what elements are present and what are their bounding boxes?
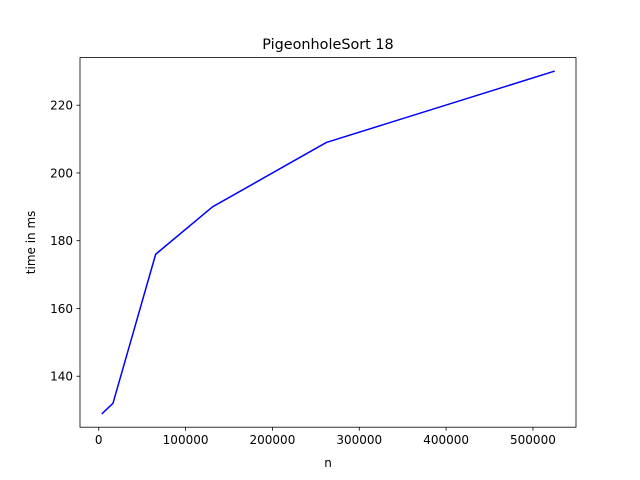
x-tick-label: 200000 bbox=[250, 433, 296, 447]
y-tick-label: 200 bbox=[50, 166, 73, 180]
y-tick-label: 160 bbox=[50, 302, 73, 316]
series-line bbox=[101, 70, 555, 415]
y-tick-label: 180 bbox=[50, 234, 73, 248]
x-tick-label: 300000 bbox=[336, 433, 382, 447]
x-tick-label: 500000 bbox=[510, 433, 556, 447]
x-tick-label: 400000 bbox=[423, 433, 469, 447]
y-tick-label: 220 bbox=[50, 98, 73, 112]
y-axis-ticks: 140 160 180 200 220 bbox=[50, 98, 80, 384]
y-axis-label: time in ms bbox=[24, 211, 38, 275]
x-tick-label: 100000 bbox=[163, 433, 209, 447]
y-tick-label: 140 bbox=[50, 370, 73, 384]
x-axis-label: n bbox=[324, 456, 332, 470]
x-axis-ticks: 0 100000 200000 300000 400000 500000 bbox=[95, 427, 556, 447]
chart-title: PigeonholeSort 18 bbox=[262, 37, 393, 53]
x-tick-label: 0 bbox=[95, 433, 103, 447]
series-layer bbox=[101, 70, 555, 415]
plot-frame bbox=[79, 57, 577, 428]
